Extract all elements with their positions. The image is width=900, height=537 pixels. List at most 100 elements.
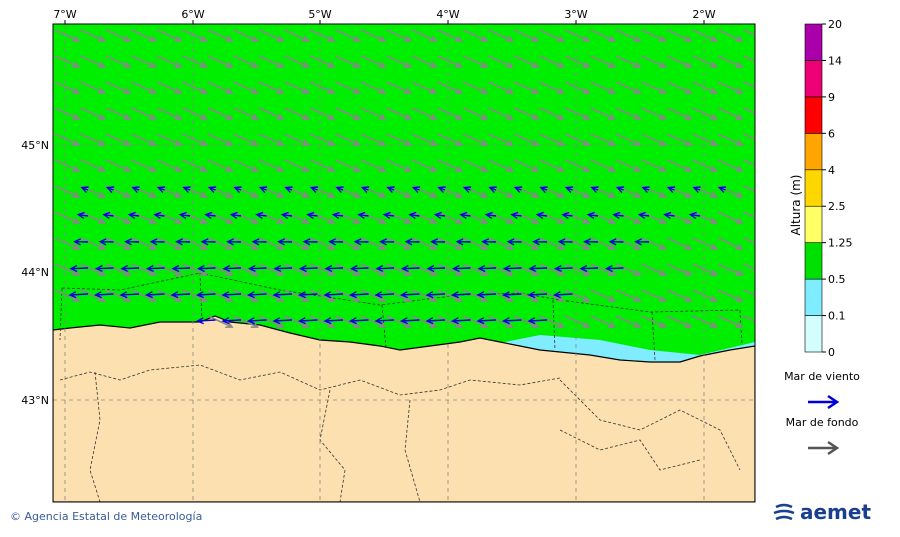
arrow: [246, 291, 267, 299]
arrow: [743, 55, 755, 63]
arrow: [54, 107, 81, 121]
arrow: [297, 317, 318, 325]
arrow: [302, 238, 318, 246]
arrow: [411, 186, 421, 194]
arrow: [717, 289, 744, 303]
arrow: [386, 159, 413, 173]
arrow: [54, 237, 81, 251]
arrow: [513, 29, 540, 43]
arrow: [411, 29, 438, 43]
arrow: [131, 237, 158, 251]
arrow: [476, 291, 497, 299]
arrow: [374, 317, 395, 325]
arrow: [386, 29, 413, 43]
arrow: [666, 237, 693, 251]
colorbar-segment: [804, 205, 823, 243]
arrow: [348, 317, 369, 325]
arrow: [131, 159, 158, 173]
arrow: [450, 317, 471, 325]
arrow: [513, 107, 540, 121]
arrow: [641, 237, 668, 251]
arrow: [105, 55, 132, 69]
arrow: [233, 211, 260, 225]
arrow: [149, 238, 165, 246]
arrow: [590, 107, 617, 121]
colorbar-tick-label: 0.5: [828, 273, 846, 286]
map-frame: [52, 23, 756, 503]
arrow: [692, 237, 719, 251]
arrow: [331, 211, 344, 220]
arrow: [156, 55, 183, 69]
arrow: [437, 29, 464, 43]
arrow: [335, 81, 362, 95]
arrow: [195, 317, 216, 325]
arrow: [666, 186, 676, 194]
colorbar-tick-label: 1.25: [828, 237, 853, 250]
arrow: [488, 237, 515, 251]
arrow: [195, 291, 216, 299]
arrow: [425, 291, 446, 299]
arrow: [251, 238, 267, 246]
arrow: [692, 289, 719, 303]
arrow: [54, 81, 81, 95]
arrow: [156, 237, 183, 251]
arrow: [663, 211, 675, 220]
arrow: [399, 291, 420, 299]
arrow: [284, 29, 311, 43]
colorbar-segment: [804, 169, 823, 207]
arrow: [539, 159, 566, 173]
arrow: [532, 238, 548, 246]
arrow: [437, 107, 464, 121]
arrow: [54, 159, 81, 173]
arrow: [105, 107, 132, 121]
colorbar-tick-label: 20: [828, 18, 842, 31]
arrow: [411, 55, 438, 69]
arrow: [120, 264, 140, 273]
arrow: [226, 238, 242, 246]
arrow: [528, 264, 548, 273]
arrow: [641, 211, 668, 225]
arrow: [204, 211, 216, 220]
arrow: [258, 159, 285, 173]
lat-label: 44°N: [21, 266, 49, 279]
arrow: [200, 238, 216, 246]
arrow: [615, 81, 642, 95]
arrow: [743, 185, 755, 193]
arrow: [437, 55, 464, 69]
arrow: [462, 81, 489, 95]
arrow: [182, 29, 209, 43]
arrow: [328, 238, 344, 246]
arrow: [105, 81, 132, 95]
arrow: [488, 159, 515, 173]
arrow: [641, 55, 668, 69]
arrow: [717, 315, 744, 329]
arrow: [335, 186, 344, 194]
arrow: [717, 237, 744, 251]
arrow: [277, 238, 293, 246]
arrow: [233, 186, 242, 194]
arrow: [233, 81, 260, 95]
arrow: [182, 81, 209, 95]
arrow: [564, 211, 591, 225]
arrow: [68, 291, 89, 299]
arrow: [284, 186, 293, 194]
arrow: [692, 29, 719, 43]
arrow: [488, 186, 497, 194]
arrow: [437, 186, 446, 194]
colorbar-label: Altura (m): [789, 174, 803, 235]
arrow: [348, 291, 369, 299]
arrow: [131, 55, 158, 69]
arrow: [284, 237, 311, 251]
arrow: [612, 211, 624, 220]
arrow: [462, 211, 489, 225]
arrow: [484, 211, 497, 220]
arrow: [131, 186, 140, 194]
arrow: [506, 238, 522, 246]
arrow: [539, 237, 566, 251]
arrow: [360, 29, 387, 43]
arrow: [641, 263, 668, 277]
arrow: [360, 159, 387, 173]
arrow: [207, 55, 234, 69]
arrow: [76, 211, 89, 220]
arrow: [552, 291, 573, 299]
